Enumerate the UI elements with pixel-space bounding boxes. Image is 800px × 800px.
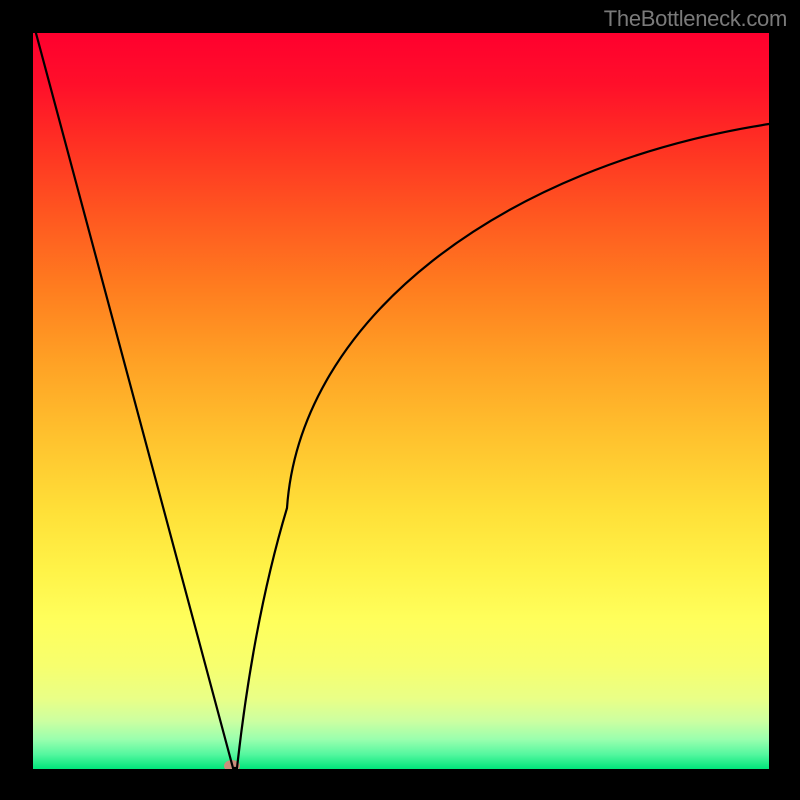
chart-svg [0,0,800,800]
gradient-background [33,33,769,769]
watermark-text: TheBottleneck.com [604,6,787,32]
